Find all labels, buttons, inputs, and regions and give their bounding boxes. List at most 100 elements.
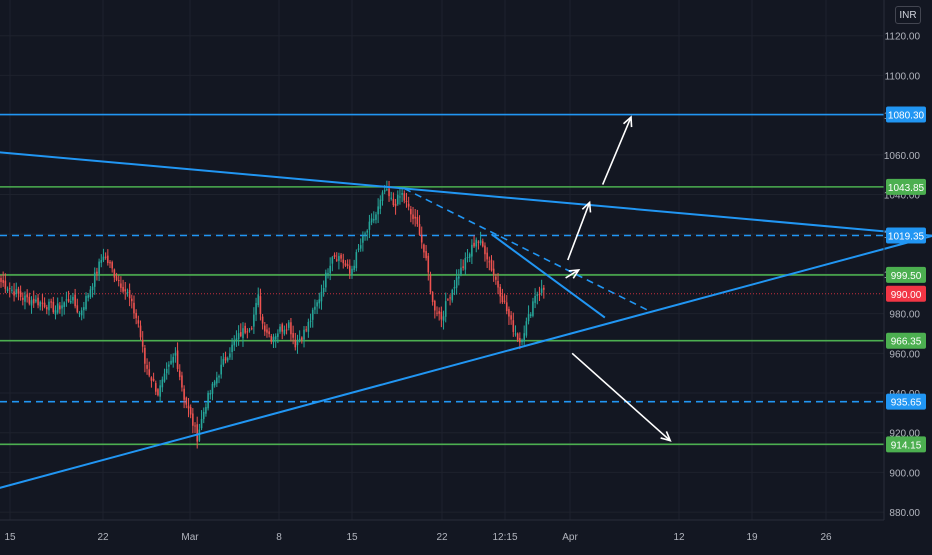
level-badge-1080-30: 1080.30 <box>886 106 926 123</box>
candle <box>237 325 240 346</box>
candle <box>390 191 393 201</box>
candle <box>287 319 290 331</box>
candle-body <box>163 373 166 382</box>
time-tick-label: 26 <box>820 532 832 543</box>
candle-body <box>346 264 349 266</box>
candle <box>128 283 131 307</box>
time-axis[interactable]: 15 22 Mar 8 15 22 12:15 Apr 12 19 26 <box>4 532 832 543</box>
candle-body <box>237 333 240 340</box>
level-badge-bg <box>886 285 926 302</box>
candle-body <box>174 352 177 356</box>
candle-body <box>438 311 440 314</box>
time-tick-label: 19 <box>746 532 758 543</box>
candle <box>85 292 87 311</box>
candle <box>486 247 488 269</box>
candle-body <box>420 234 423 243</box>
candle-body <box>59 305 61 310</box>
level-badge-bg <box>886 393 926 410</box>
candle <box>19 285 22 301</box>
candle <box>100 254 103 268</box>
candle <box>226 356 229 363</box>
candle-body <box>229 353 231 358</box>
candle <box>270 334 273 345</box>
candle-body <box>338 256 340 261</box>
arrow-shaft <box>567 202 591 261</box>
candle <box>505 295 508 315</box>
candle <box>351 265 353 279</box>
candle <box>427 252 430 281</box>
candle <box>438 307 440 321</box>
candle-body <box>359 245 362 249</box>
level-badge-text: 966.35 <box>891 337 922 348</box>
candle-body <box>150 377 153 381</box>
candle <box>296 334 299 354</box>
candle <box>516 332 519 343</box>
candle-body <box>325 272 327 288</box>
candle-body <box>290 322 292 335</box>
candle-body <box>488 261 491 263</box>
candle <box>104 252 107 260</box>
candle <box>307 318 310 338</box>
candle-body <box>412 214 414 219</box>
currency-badge[interactable]: INR <box>895 6 921 24</box>
candle <box>96 267 98 281</box>
candle <box>209 389 212 400</box>
candle-body <box>126 291 129 293</box>
candle <box>529 312 532 318</box>
candle-body <box>102 256 105 261</box>
candle-body <box>91 286 94 291</box>
candle-body <box>220 364 222 375</box>
candle-body <box>536 294 539 296</box>
arrow-head <box>568 268 581 279</box>
candle <box>52 296 55 314</box>
candle-body <box>128 289 131 299</box>
level-badge-bg <box>886 436 926 453</box>
candle <box>492 260 495 282</box>
arrow-up-3 <box>601 115 633 185</box>
candle-body <box>13 291 15 296</box>
candle-body <box>196 424 198 442</box>
candle-body <box>224 356 227 361</box>
candle-body <box>80 310 83 316</box>
candle-body <box>364 233 366 235</box>
candle <box>11 285 13 294</box>
candle-body <box>434 300 436 311</box>
level-badge-text: 914.15 <box>891 440 922 451</box>
candle <box>28 292 31 306</box>
candle <box>69 295 72 305</box>
candle-body <box>490 259 493 271</box>
candle <box>495 273 497 285</box>
candle-body <box>11 289 13 291</box>
candle-body <box>233 341 236 346</box>
candle-body <box>107 255 109 263</box>
candle-body <box>436 312 438 314</box>
candle <box>407 196 410 211</box>
candle-body <box>294 339 297 348</box>
candle <box>372 211 375 224</box>
candle-body <box>475 239 478 247</box>
candle <box>431 291 434 306</box>
candle-body <box>388 188 390 197</box>
time-tick-label: Mar <box>181 532 199 543</box>
candle-body <box>78 313 81 315</box>
candle <box>309 313 312 328</box>
arrow-down <box>571 352 672 442</box>
candle-body <box>449 297 451 299</box>
candle <box>43 297 46 309</box>
candle-body <box>418 224 421 235</box>
candle <box>45 304 48 315</box>
time-tick-label: 12 <box>673 532 685 543</box>
candle-body <box>444 301 447 317</box>
candle-body <box>492 268 495 275</box>
candle-body <box>65 299 68 301</box>
candle-body <box>468 254 471 258</box>
candle-body <box>50 301 52 303</box>
candle <box>510 311 512 325</box>
dashed-channel-line <box>403 187 651 313</box>
candle-body <box>303 329 305 340</box>
candle <box>48 298 50 316</box>
candle <box>475 237 478 253</box>
candle-body <box>333 254 336 258</box>
